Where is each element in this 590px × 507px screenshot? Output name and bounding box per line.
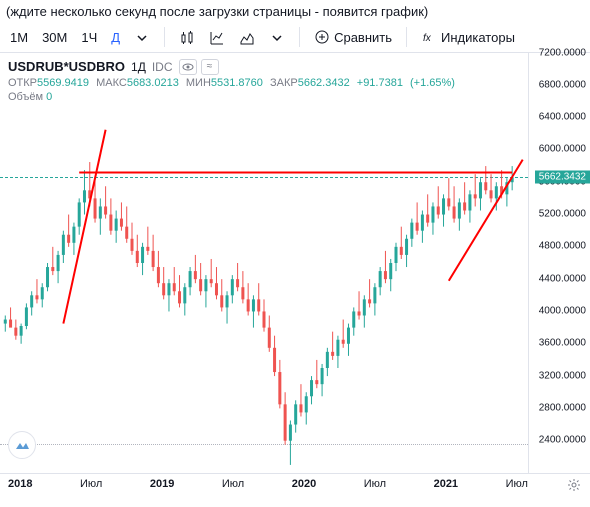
x-tick: 2021 <box>434 478 458 490</box>
timeframe-1m[interactable]: 1М <box>6 28 32 47</box>
x-tick: Июл <box>364 478 386 490</box>
y-tick: 3200.0000 <box>539 370 586 381</box>
area-icon[interactable] <box>235 27 259 48</box>
candles-icon[interactable] <box>175 27 199 48</box>
provider-badge-icon[interactable] <box>8 431 36 459</box>
close-value: 5662.3432 <box>298 77 350 89</box>
volume-value: 0 <box>46 91 52 103</box>
style-dropdown-icon[interactable] <box>265 27 289 48</box>
y-tick: 5200.0000 <box>539 209 586 220</box>
visibility-icon[interactable] <box>179 59 197 75</box>
x-tick: 2018 <box>8 478 32 490</box>
trend-line <box>63 129 105 323</box>
x-tick: Июл <box>506 478 528 490</box>
y-tick: 6000.0000 <box>539 144 586 155</box>
ohlc-values: ОТКР5569.9419 МАКС5683.0213 МИН5531.8760… <box>8 77 459 89</box>
y-tick: 4800.0000 <box>539 241 586 252</box>
y-tick: 2400.0000 <box>539 435 586 446</box>
volume-row: Объём 0 <box>8 91 459 103</box>
svg-text:fx: fx <box>423 33 432 44</box>
separator <box>164 27 165 47</box>
indicators-button[interactable]: fx Индикаторы <box>417 27 519 47</box>
y-axis[interactable]: 7200.00006800.00006400.00006000.00005600… <box>528 53 590 473</box>
settings-gear-icon[interactable] <box>566 477 582 498</box>
timeframe-label: 1Д <box>131 60 146 74</box>
toolbar: 1М 30М 1Ч Д Сравнить fx Индикаторы <box>0 23 590 53</box>
compare-axis-icon[interactable] <box>205 27 229 48</box>
x-axis[interactable]: 2018 Июл 2019 Июл 2020 Июл 2021 Июл <box>0 473 590 494</box>
separator <box>406 27 407 47</box>
y-tick: 6800.0000 <box>539 79 586 90</box>
current-price-tag: 5662.3432 <box>535 170 590 183</box>
price-plot[interactable] <box>0 53 528 473</box>
low-value: 5531.8760 <box>211 77 263 89</box>
x-tick: Июл <box>80 478 102 490</box>
timeframe-1h[interactable]: 1Ч <box>77 28 101 47</box>
timeframe-30m[interactable]: 30М <box>38 28 71 47</box>
x-tick: Июл <box>222 478 244 490</box>
high-value: 5683.0213 <box>127 77 179 89</box>
separator <box>299 27 300 47</box>
timeframe-d[interactable]: Д <box>107 28 124 47</box>
compare-button[interactable]: Сравнить <box>310 27 396 47</box>
change-pct-value: (+1.65%) <box>410 77 455 89</box>
y-tick: 3600.0000 <box>539 338 586 349</box>
close-symbol-icon[interactable]: ≈ <box>201 59 219 75</box>
timeframe-dropdown-icon[interactable] <box>130 27 154 48</box>
y-tick: 6400.0000 <box>539 112 586 123</box>
x-tick: 2020 <box>292 478 316 490</box>
y-tick: 4000.0000 <box>539 306 586 317</box>
x-tick: 2019 <box>150 478 174 490</box>
symbol-info: USDRUB*USDBRO 1Д IDC ≈ ОТКР5569.9419 МАК… <box>8 59 459 103</box>
chart-container: USDRUB*USDBRO 1Д IDC ≈ ОТКР5569.9419 МАК… <box>0 53 590 494</box>
y-tick: 2800.0000 <box>539 402 586 413</box>
y-tick: 7200.0000 <box>539 47 586 58</box>
compare-label: Сравнить <box>334 30 392 45</box>
data-source: IDC <box>152 60 173 74</box>
indicators-label: Индикаторы <box>441 30 515 45</box>
open-value: 5569.9419 <box>37 77 89 89</box>
loading-hint: (ждите несколько секунд после загрузки с… <box>0 0 590 23</box>
chart-area[interactable]: 7200.00006800.00006400.00006000.00005600… <box>0 53 590 473</box>
symbol-name[interactable]: USDRUB*USDBRO <box>8 59 125 74</box>
change-value: +91.7381 <box>357 77 403 89</box>
y-tick: 4400.0000 <box>539 273 586 284</box>
